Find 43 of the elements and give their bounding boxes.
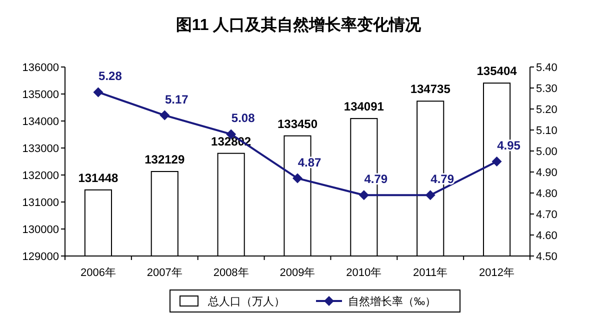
y2-tick-label: 5.30 — [536, 83, 558, 95]
point — [93, 87, 104, 98]
x-tick-label: 2011年 — [413, 267, 448, 279]
data-label: 131448 — [78, 170, 119, 185]
y2-tick-label: 5.00 — [536, 146, 558, 158]
y-tick-label: 132000 — [22, 170, 59, 182]
y2-tick-label: 4.90 — [536, 167, 558, 179]
data-label: 5.28 — [98, 69, 122, 84]
data-label: 5.17 — [164, 92, 189, 106]
y-tick-label: 133000 — [22, 143, 59, 155]
point — [160, 110, 170, 120]
x-tick-label: 2012年 — [479, 267, 515, 279]
y2-tick-label: 4.50 — [536, 251, 558, 263]
y2-tick-label: 5.10 — [536, 125, 558, 137]
y-tick-label: 130000 — [22, 224, 59, 236]
y-tick-label: 135000 — [22, 89, 59, 101]
legend-label: 自然增长率（‰） — [348, 295, 436, 308]
data-label: 133450 — [277, 116, 318, 131]
point — [492, 156, 502, 166]
data-label: 134735 — [410, 82, 451, 96]
data-label: 5.08 — [231, 111, 256, 126]
y2-tick-label: 4.80 — [536, 188, 558, 200]
x-tick-label: 2006年 — [80, 267, 116, 279]
y2-tick-label: 4.70 — [536, 209, 558, 221]
point — [292, 173, 302, 184]
y2-tick-label: 5.20 — [536, 104, 558, 116]
data-label: 134091 — [344, 100, 384, 114]
point — [425, 190, 436, 200]
legend-label: 总人口（万人） — [207, 295, 285, 308]
x-tick-label: 2010年 — [346, 267, 382, 279]
x-tick-label: 2008年 — [213, 267, 249, 279]
y-tick-label: 131000 — [22, 197, 59, 209]
point — [358, 190, 369, 200]
y-tick-label: 136000 — [22, 62, 59, 74]
y-tick-label: 129000 — [22, 251, 59, 263]
x-tick-label: 2007年 — [146, 267, 182, 279]
data-label: 135404 — [476, 64, 518, 78]
y-tick-label: 134000 — [22, 116, 59, 128]
chart-title: 图11 人口及其自然增长率变化情况 — [176, 15, 422, 34]
x-tick-label: 2009年 — [280, 267, 316, 279]
data-label: 132129 — [144, 152, 185, 167]
y2-tick-label: 5.40 — [536, 62, 558, 74]
y2-tick-label: 4.60 — [536, 230, 558, 242]
